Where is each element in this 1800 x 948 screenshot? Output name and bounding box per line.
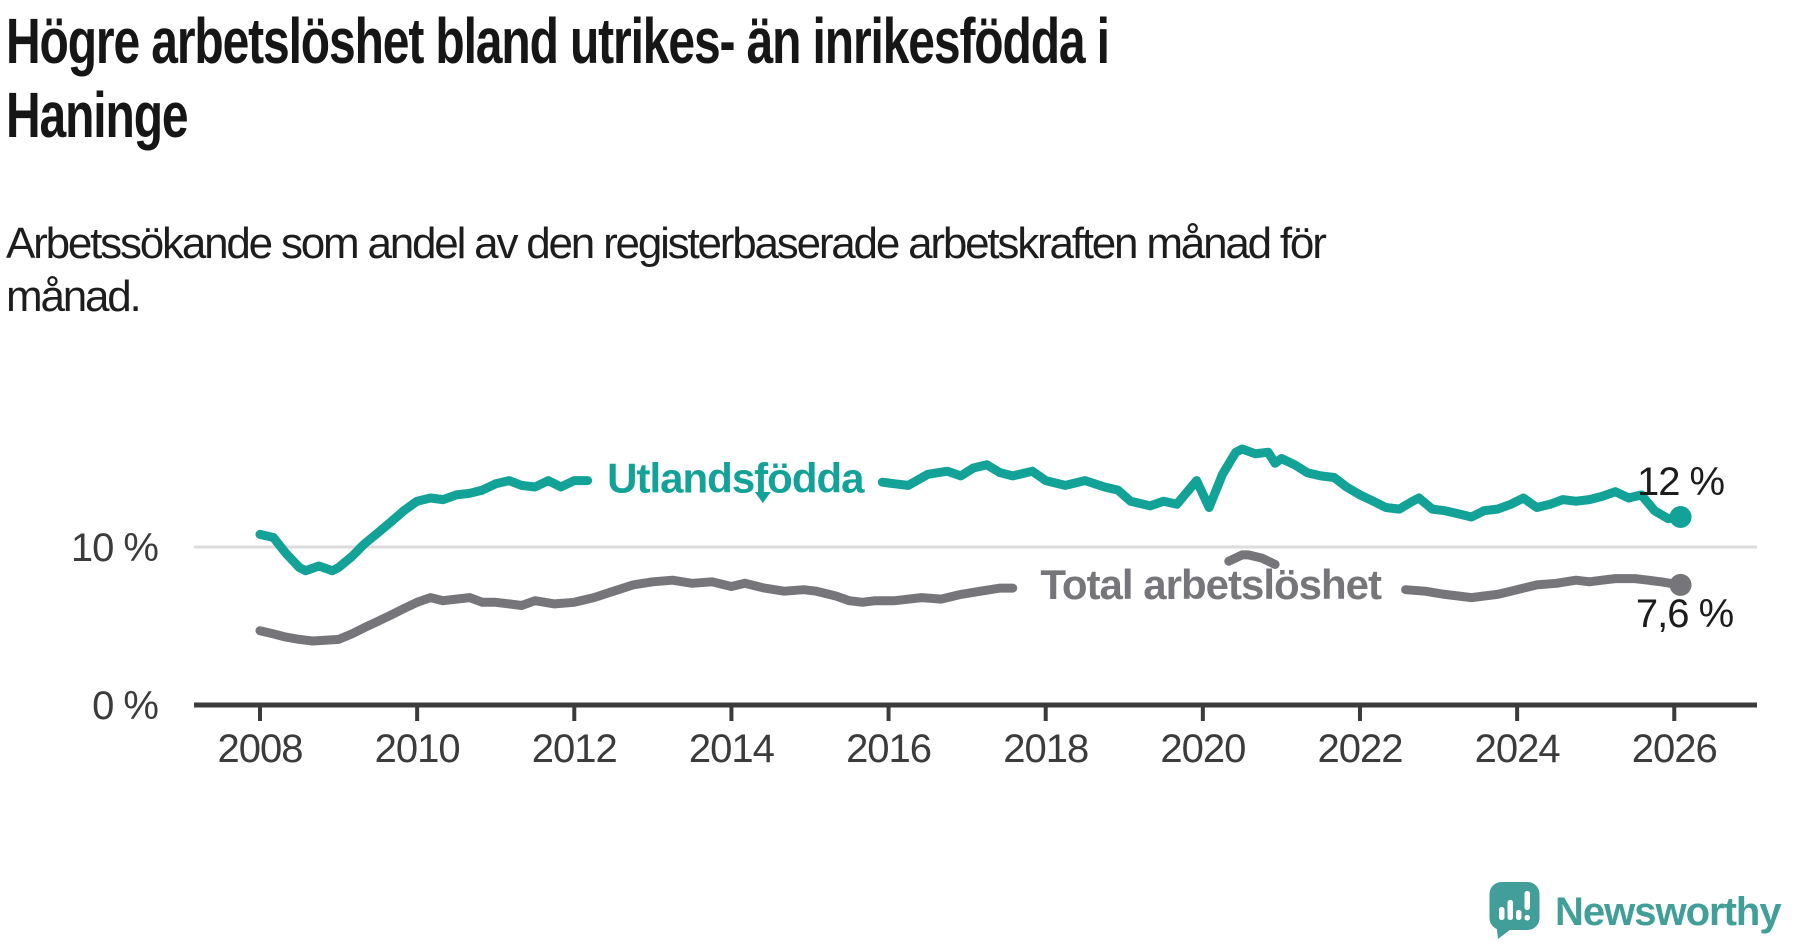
page-subtitle: Arbetssökande som andel av den registerb… (6, 219, 1327, 321)
y-axis-label: 10 % (71, 526, 159, 570)
newsworthy-logo-text: Newsworthy (1555, 890, 1782, 934)
x-axis-tick-label: 2022 (1317, 727, 1402, 771)
x-axis-tick-label: 2010 (375, 727, 460, 771)
x-axis-tick-label: 2016 (846, 727, 931, 771)
end-dot-utlandsfodda (1669, 505, 1692, 528)
series-line-utlandsfodda (255, 444, 1685, 576)
x-axis-tick-label: 2018 (1003, 727, 1088, 771)
series-line-total (255, 550, 1685, 646)
newsworthy-logo-icon (1489, 880, 1541, 945)
x-axis-tick-label: 2014 (689, 727, 775, 771)
series-name-label-total: Total arbetslöshet (1040, 561, 1382, 608)
series-name-label-utlandsfodda: Utlandsfödda (607, 454, 865, 501)
x-axis-tick-label: 2020 (1160, 727, 1245, 771)
series-label-caret-icon (754, 492, 771, 504)
x-axis-tick-label: 2008 (218, 727, 303, 771)
y-axis-label: 0 % (92, 684, 158, 728)
newsworthy-branding: Newsworthy (1489, 880, 1782, 945)
page-title: Högre arbetslöshet bland utrikes- än inr… (6, 5, 1110, 152)
x-axis-tick-label: 2012 (532, 727, 617, 771)
x-axis-tick-label: 2024 (1475, 727, 1561, 771)
end-dot-total (1669, 573, 1692, 596)
x-axis-tick-label: 2026 (1632, 727, 1717, 771)
end-value-label-utlandsfodda: 12 % (1637, 460, 1725, 504)
end-value-label-total: 7,6 % (1636, 592, 1734, 636)
